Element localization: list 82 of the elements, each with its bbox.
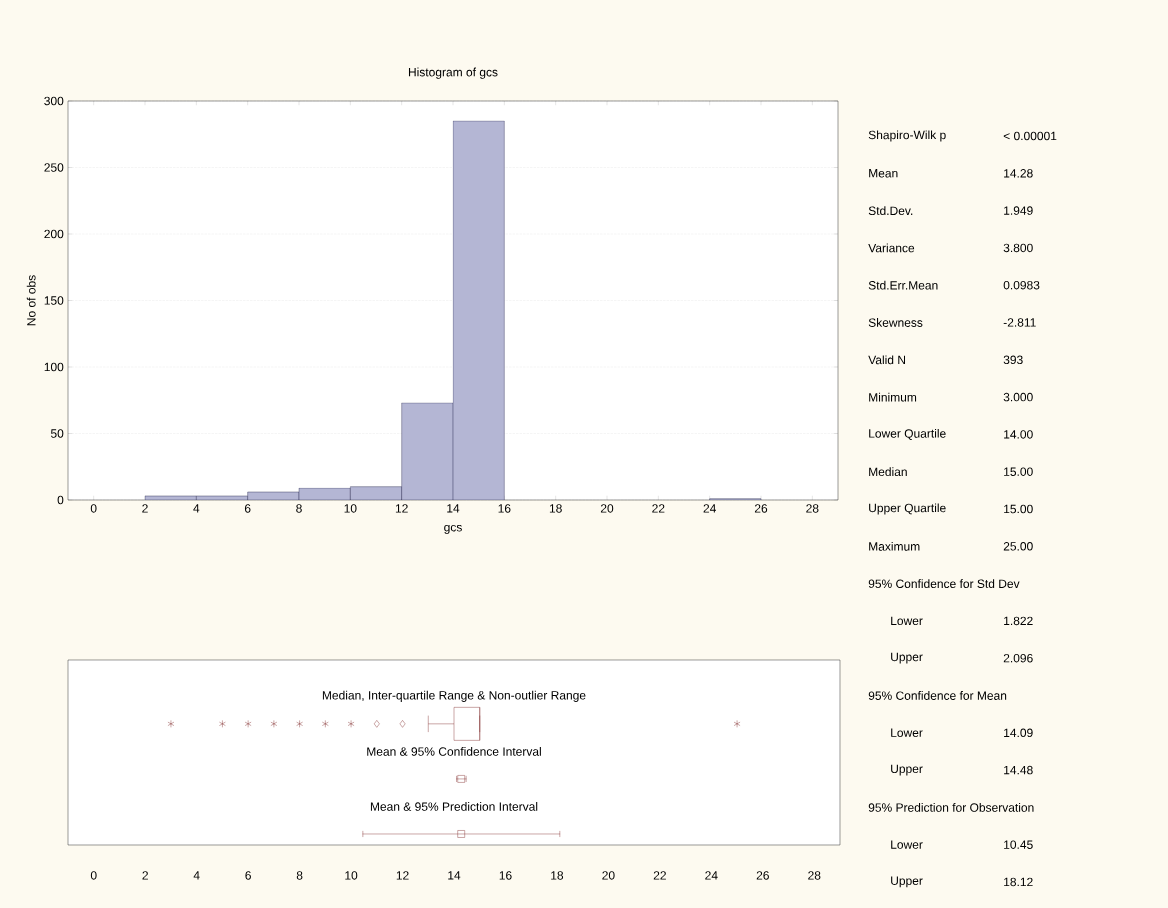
y-axis-title: No of obs xyxy=(26,275,36,326)
text: 14.09 xyxy=(1004,728,1033,738)
x-tick-label: 20 xyxy=(602,871,615,880)
x-axis-title: gcs xyxy=(444,524,462,534)
chart-title: Histogram of gcs xyxy=(408,67,498,79)
x-tick-label: 16 xyxy=(499,871,512,880)
category-label: Upper xyxy=(891,876,923,888)
y-tick-label: Mean & 95% Prediction Interval xyxy=(370,802,538,811)
text: 1.822 xyxy=(1004,616,1033,626)
text: 15.00 xyxy=(1004,467,1033,476)
text: 10.45 xyxy=(1004,840,1033,849)
category-label: Variance xyxy=(868,243,915,253)
x-tick-label: 12 xyxy=(396,871,409,880)
text: 18.12 xyxy=(1004,877,1033,887)
category-label: Median xyxy=(869,467,907,477)
text: 1.949 xyxy=(1004,206,1033,215)
x-tick-label: 26 xyxy=(756,871,769,880)
y-tick-label: 300 xyxy=(44,96,64,106)
text: 14.28 xyxy=(1004,169,1033,178)
category-label: Minimum xyxy=(869,392,917,402)
x-tick-label: 14 xyxy=(448,871,461,880)
text: 3.000 xyxy=(1003,392,1033,402)
y-tick-label: 50 xyxy=(50,429,64,438)
category-label: Std.Err.Mean xyxy=(868,280,938,290)
x-tick-label: 20 xyxy=(600,504,614,513)
category-label: Std.Dev. xyxy=(868,206,913,215)
y-tick-label: 100 xyxy=(44,362,64,372)
category-label: Maximum xyxy=(869,541,920,551)
x-tick-label: 2 xyxy=(142,871,148,880)
text: 0.0983 xyxy=(1003,280,1040,290)
x-tick-label: 4 xyxy=(193,504,200,513)
x-tick-label: 4 xyxy=(193,871,200,880)
x-tick-label: 22 xyxy=(652,504,665,513)
text: -2.811 xyxy=(1003,318,1036,327)
category-label: Lower Quartile xyxy=(869,428,946,440)
category-label: 95% Confidence for Mean xyxy=(868,691,1007,700)
x-tick-label: 16 xyxy=(498,504,511,513)
x-tick-label: 2 xyxy=(142,504,148,513)
text: 15.00 xyxy=(1004,504,1033,514)
y-tick-label: Median, Inter-quartile Range & Non-outlier Range xyxy=(322,690,586,702)
category-label: Upper xyxy=(891,764,923,776)
text: 393 xyxy=(1003,355,1023,365)
x-tick-label: 0 xyxy=(90,504,97,513)
x-tick-label: 10 xyxy=(344,504,357,513)
x-tick-label: 18 xyxy=(551,871,564,880)
y-tick-label: 0 xyxy=(57,495,64,505)
x-tick-label: 8 xyxy=(296,504,302,513)
text: < 0.00001 xyxy=(1003,131,1057,141)
x-tick-label: 24 xyxy=(705,871,718,880)
x-tick-label: 8 xyxy=(296,871,303,880)
text: 25.00 xyxy=(1003,542,1033,551)
x-tick-label: 10 xyxy=(345,871,358,880)
x-tick-label: 0 xyxy=(90,871,97,880)
x-tick-label: 14 xyxy=(447,504,460,513)
category-label: Mean xyxy=(869,169,898,178)
category-label: Lower xyxy=(891,728,923,737)
category-label: Shapiro-Wilk p xyxy=(868,130,946,142)
y-tick-label: 250 xyxy=(44,163,64,172)
text: 2.096 xyxy=(1003,653,1033,663)
x-tick-label: 26 xyxy=(754,504,768,513)
text: 3.800 xyxy=(1003,243,1033,253)
category-label: 95% Confidence for Std Dev xyxy=(868,579,1020,588)
y-tick-label: 150 xyxy=(44,296,64,305)
text: 14.48 xyxy=(1004,765,1033,775)
category-label: Skewness xyxy=(868,318,923,327)
category-label: Upper Quartile xyxy=(869,503,946,515)
category-label: Lower xyxy=(891,840,923,849)
x-tick-label: 12 xyxy=(395,504,408,513)
category-label: Lower xyxy=(891,616,923,626)
text: 14.00 xyxy=(1004,430,1033,439)
category-label: 95% Prediction for Observation xyxy=(868,802,1034,812)
category-label: Valid N xyxy=(868,355,905,365)
x-tick-label: 28 xyxy=(808,871,821,880)
x-tick-label: 6 xyxy=(244,504,251,513)
x-tick-label: 18 xyxy=(549,504,562,513)
y-tick-label: Mean & 95% Confidence Interval xyxy=(367,746,541,756)
category-label: Upper xyxy=(891,652,923,664)
x-tick-label: 22 xyxy=(653,871,666,880)
x-tick-label: 28 xyxy=(806,504,819,513)
x-tick-label: 6 xyxy=(245,871,251,880)
x-tick-label: 24 xyxy=(703,504,716,513)
y-tick-label: 200 xyxy=(44,229,64,239)
